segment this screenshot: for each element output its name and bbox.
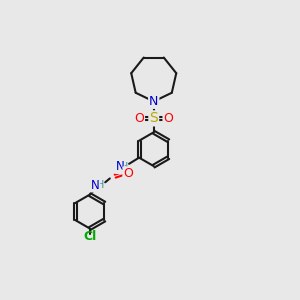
Text: N: N bbox=[149, 95, 158, 108]
Text: S: S bbox=[149, 111, 158, 125]
Text: N: N bbox=[116, 160, 124, 173]
Text: H: H bbox=[96, 180, 104, 190]
Text: O: O bbox=[134, 112, 144, 125]
Text: H: H bbox=[120, 162, 129, 172]
Text: Cl: Cl bbox=[83, 230, 96, 243]
Text: O: O bbox=[123, 167, 133, 180]
Text: O: O bbox=[164, 112, 173, 125]
Text: N: N bbox=[91, 179, 100, 192]
